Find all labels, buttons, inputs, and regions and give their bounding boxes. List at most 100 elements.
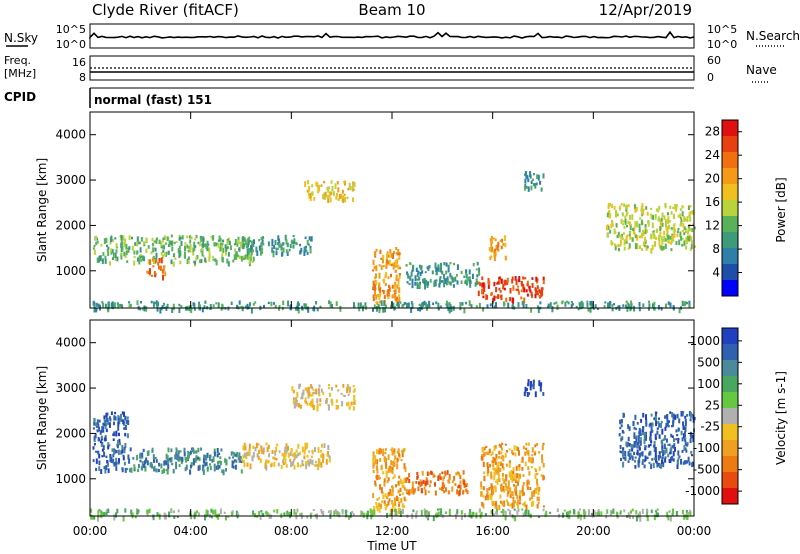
echo-cell (257, 455, 260, 460)
echo-cell (292, 389, 295, 394)
echo-cell (657, 235, 660, 241)
echo-cell (150, 300, 153, 304)
echo-cell (221, 469, 224, 474)
echo-cell (209, 307, 212, 310)
echo-cell (278, 240, 281, 244)
echo-cell (279, 243, 282, 247)
echo-cell (500, 483, 503, 486)
echo-cell (240, 459, 243, 463)
echo-cell (533, 490, 536, 495)
echo-cell (249, 302, 251, 307)
echo-cell (383, 278, 385, 284)
echo-cell (436, 267, 439, 272)
echo-cell (684, 418, 687, 424)
echo-cell (661, 212, 664, 218)
echo-cell (618, 205, 621, 211)
echo-cell (200, 236, 203, 243)
echo-cell (183, 447, 186, 452)
echo-cell (350, 401, 353, 406)
echo-cell (617, 305, 619, 308)
echo-cell (500, 484, 502, 491)
echo-cell (192, 458, 195, 465)
echo-cell (688, 304, 691, 308)
echo-cell (336, 181, 339, 185)
echo-cell (175, 448, 178, 454)
echo-cell (341, 400, 344, 407)
echo-cell (307, 461, 310, 464)
echo-cell (299, 464, 302, 468)
echo-cell (489, 464, 492, 467)
echo-cell (493, 305, 496, 309)
echo-cell (264, 464, 267, 469)
echo-cell (203, 305, 206, 310)
echo-cell (225, 468, 228, 472)
echo-cell (660, 245, 663, 251)
echo-cell (517, 477, 520, 483)
echo-cell (684, 415, 687, 419)
echo-cell (166, 468, 169, 475)
echo-cell (524, 178, 527, 184)
echo-cell (627, 451, 630, 457)
echo-cell (329, 197, 332, 203)
echo-cell (308, 185, 311, 192)
echo-cell (391, 486, 394, 492)
echo-cell (184, 242, 187, 245)
echo-cell (532, 492, 535, 497)
echo-cell (228, 456, 231, 460)
echo-cell (514, 515, 517, 522)
echo-cell (317, 447, 320, 453)
echo-cell (274, 239, 277, 245)
echo-cell (525, 185, 528, 189)
echo-cell (202, 237, 205, 242)
echo-cell (398, 257, 401, 260)
echo-cell (158, 265, 160, 270)
echo-cell (686, 414, 689, 417)
freq-right-tick-top: 60 (707, 54, 721, 67)
echo-cell (375, 301, 378, 304)
echo-cell (637, 434, 640, 439)
echo-cell (495, 453, 498, 459)
echo-cell (346, 196, 349, 200)
echo-cell (370, 515, 373, 520)
echo-cell (435, 271, 438, 275)
echo-cell (251, 260, 254, 263)
echo-cell (521, 508, 524, 511)
echo-cell (653, 417, 656, 420)
echo-cell (604, 301, 607, 304)
echo-cell (216, 448, 219, 454)
echo-cell (634, 414, 637, 420)
colorbar-segment (722, 232, 738, 249)
echo-cell (166, 458, 169, 465)
echo-cell (668, 240, 671, 244)
echo-cell (425, 509, 428, 515)
echo-cell (310, 394, 313, 397)
x-tick-label: 00:00 (73, 524, 108, 538)
echo-cell (193, 307, 196, 311)
echo-cell (428, 300, 431, 306)
echo-cell (227, 515, 230, 518)
echo-cell (194, 238, 197, 241)
nsky-right-tick-bottom: 10^0 (707, 38, 737, 51)
echo-cell (509, 460, 511, 464)
echo-cell (211, 459, 214, 463)
echo-cell (416, 278, 419, 281)
echo-cell (124, 432, 127, 437)
echo-cell (579, 515, 582, 521)
echo-cell (459, 302, 462, 308)
echo-cell (520, 289, 523, 293)
echo-cell (542, 280, 545, 285)
echo-cell (385, 504, 388, 508)
echo-cell (268, 453, 271, 458)
echo-cell (198, 307, 201, 311)
echo-cell (413, 488, 416, 491)
echo-cell (129, 447, 132, 452)
echo-cell (286, 251, 289, 256)
echo-cell (392, 253, 394, 259)
echo-cell (632, 228, 635, 235)
echo-cell (331, 186, 334, 192)
echo-cell (197, 465, 200, 471)
echo-cell (689, 228, 691, 231)
echo-cell (497, 473, 500, 478)
echo-cell (530, 381, 532, 387)
echo-cell (656, 427, 659, 430)
